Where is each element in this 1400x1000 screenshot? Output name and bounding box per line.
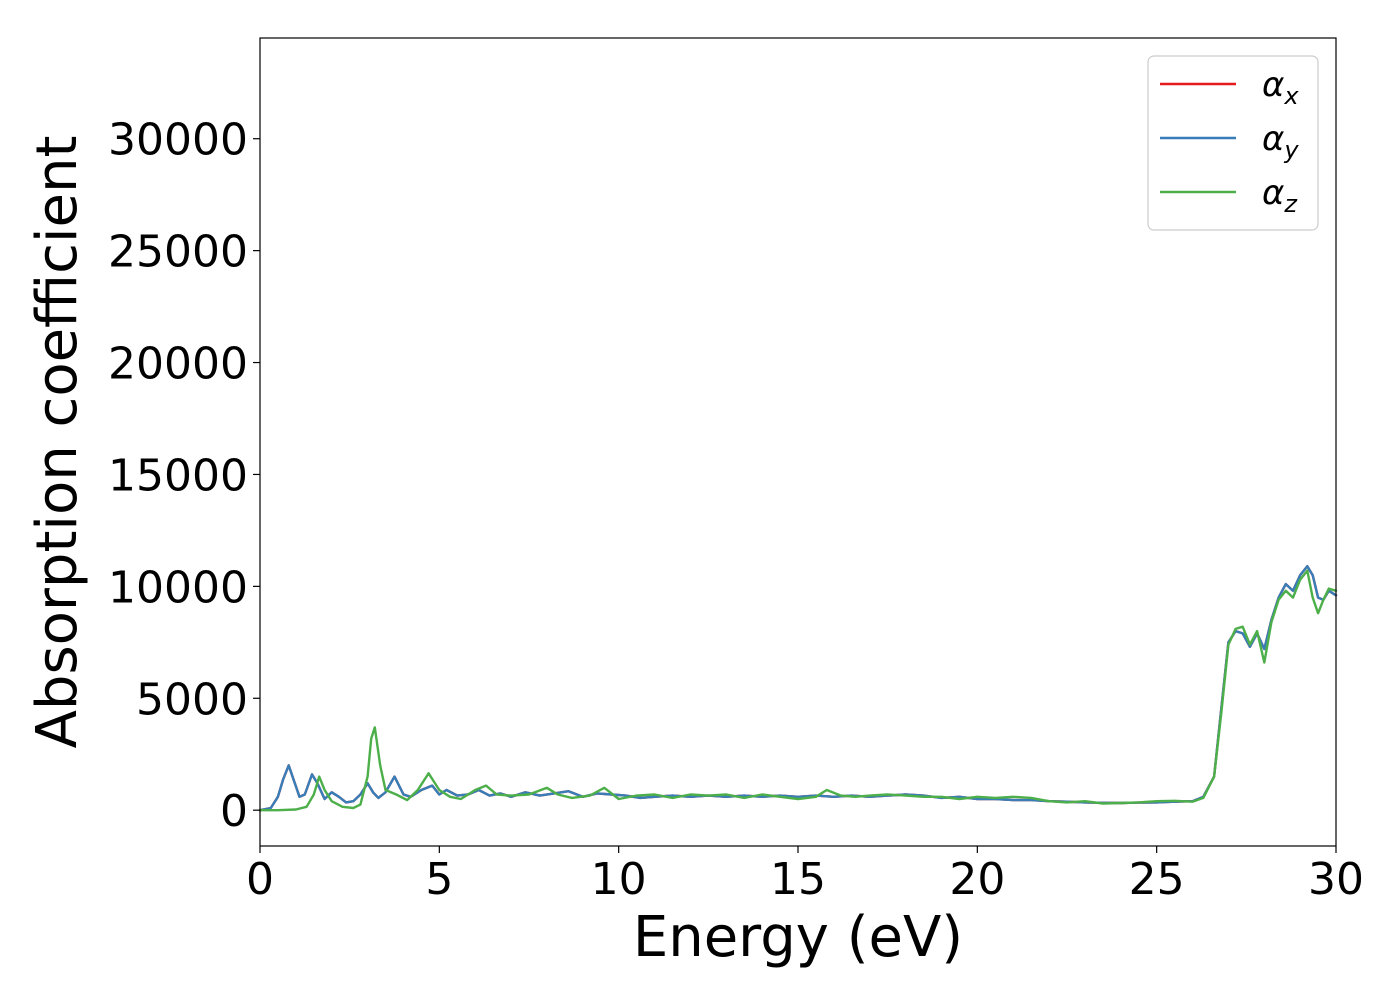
- legend-label-y: αy: [1262, 119, 1299, 164]
- legend-box: [1147, 55, 1319, 231]
- y-tick-label: 5000: [136, 674, 248, 725]
- legend-label-sub: y: [1283, 136, 1299, 164]
- y-tick-label: 15000: [108, 450, 248, 501]
- y-tick-label: 0: [220, 786, 248, 837]
- x-tick-label: 25: [1129, 854, 1185, 905]
- x-axis-title: Energy (eV): [633, 905, 963, 970]
- y-tick-label: 20000: [108, 339, 248, 390]
- series-layer: [258, 565, 1338, 812]
- x-axis: 0 5 10 15 20 25 30: [246, 846, 1364, 905]
- x-tick-label: 0: [246, 854, 274, 905]
- legend-label-sub: z: [1283, 190, 1298, 218]
- legend-label-main: α: [1262, 173, 1284, 213]
- x-tick-label: 15: [770, 854, 826, 905]
- legend-label-main: α: [1262, 119, 1284, 159]
- y-tick-label: 30000: [108, 115, 248, 166]
- y-tick-label: 25000: [108, 227, 248, 278]
- x-tick-label: 30: [1308, 854, 1364, 905]
- legend-label-x: αx: [1262, 65, 1299, 110]
- y-axis: 0 5000 10000 15000 20000 25000 30000: [108, 115, 260, 837]
- y-tick-label: 10000: [108, 562, 248, 613]
- legend-label-sub: x: [1283, 82, 1299, 110]
- x-tick-label: 5: [425, 854, 453, 905]
- legend-label-main: α: [1262, 65, 1284, 105]
- legend-label-z: αz: [1262, 173, 1298, 218]
- x-tick-label: 20: [949, 854, 1005, 905]
- x-tick-label: 10: [591, 854, 647, 905]
- series-line-z: [258, 569, 1338, 812]
- y-axis-title: Absorption coefficient: [25, 136, 90, 749]
